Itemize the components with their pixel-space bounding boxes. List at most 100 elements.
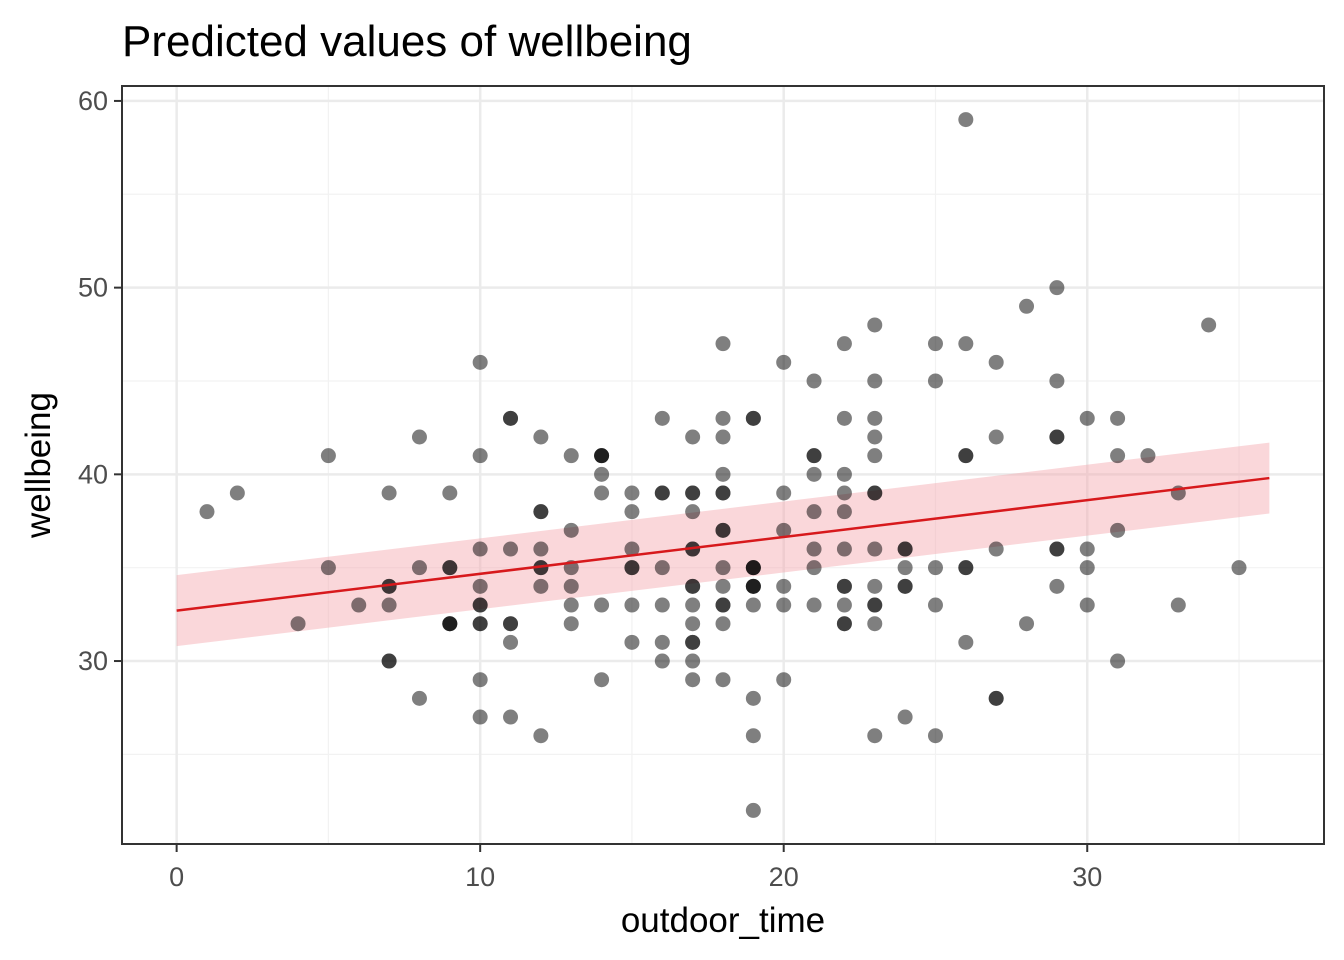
data-point [1079,410,1095,426]
data-point [199,504,215,520]
data-point [563,448,579,464]
data-point [1079,541,1095,557]
data-point [472,541,488,557]
data-point [1019,298,1035,314]
data-point [867,541,883,557]
data-point [624,597,640,613]
fit-line-layer [176,476,1270,612]
data-point [472,709,488,725]
data-point [745,690,761,706]
data-point [381,653,397,669]
data-point [897,709,913,725]
data-point [745,802,761,818]
data-point [624,504,640,520]
data-point [472,354,488,370]
x-tick-label: 0 [169,862,184,892]
data-point [472,672,488,688]
data-point [715,578,731,594]
data-point [836,504,852,520]
data-point [867,728,883,744]
data-point [533,728,549,744]
data-point [563,597,579,613]
data-point [685,578,701,594]
data-point [715,522,731,538]
data-point [1079,560,1095,576]
data-point [988,690,1004,706]
data-point [806,541,822,557]
data-point [411,690,427,706]
data-point [715,560,731,576]
data-point [715,616,731,632]
data-point [988,429,1004,445]
y-tick-label: 50 [78,273,108,303]
data-point [958,560,974,576]
data-point [594,448,610,464]
data-point [563,578,579,594]
data-point [897,560,913,576]
data-point [715,485,731,501]
y-axis-ticks: 30 40 50 60 [78,86,122,676]
x-tick-label: 10 [465,862,495,892]
data-point [503,709,519,725]
chart-title: Predicted values of wellbeing [122,17,692,66]
data-point [685,616,701,632]
data-point [381,485,397,501]
y-tick-label: 40 [78,459,108,489]
data-point [442,616,458,632]
data-point [381,597,397,613]
data-point [654,560,670,576]
data-point [988,354,1004,370]
data-point [988,541,1004,557]
data-point [715,336,731,352]
data-point [745,728,761,744]
data-point [806,597,822,613]
data-point [472,448,488,464]
data-point [776,354,792,370]
data-point [958,448,974,464]
data-point [503,410,519,426]
data-point [958,336,974,352]
data-point [836,597,852,613]
data-point [867,616,883,632]
x-tick-label: 20 [769,862,799,892]
data-point [1049,541,1065,557]
data-point [1079,597,1095,613]
data-point [836,616,852,632]
data-point [715,410,731,426]
data-point [533,541,549,557]
data-point [867,448,883,464]
data-point [685,653,701,669]
data-point [806,373,822,389]
data-point [867,485,883,501]
data-point [320,560,336,576]
data-point [776,578,792,594]
data-point [836,578,852,594]
data-point [563,522,579,538]
data-point [715,466,731,482]
data-point [685,634,701,650]
data-point [776,597,792,613]
data-point [594,466,610,482]
data-point [867,578,883,594]
data-point [927,728,943,744]
data-point [776,672,792,688]
data-point [320,448,336,464]
data-point [654,653,670,669]
data-point [745,597,761,613]
data-point [654,634,670,650]
data-point [1110,448,1126,464]
data-point [1110,410,1126,426]
data-point [715,672,731,688]
data-point [1019,616,1035,632]
data-point [958,634,974,650]
data-point [1231,560,1247,576]
data-point [654,485,670,501]
data-point [472,578,488,594]
data-point [867,429,883,445]
data-point [411,560,427,576]
y-axis-label: wellbeing [19,392,58,539]
data-point [472,616,488,632]
data-point [836,485,852,501]
